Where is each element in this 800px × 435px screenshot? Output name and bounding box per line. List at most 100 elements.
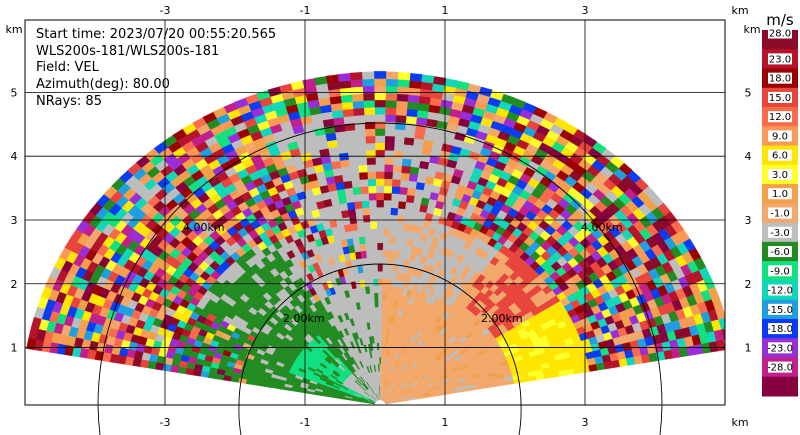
sweep-cell: [372, 271, 378, 279]
sweep-cell: [374, 135, 386, 144]
y-tick-label-right: 3: [745, 214, 752, 227]
sweep-cell: [384, 114, 397, 123]
sweep-cell: [384, 142, 395, 151]
colorbar-label: 1.0: [772, 189, 788, 200]
sweep-cell: [375, 171, 385, 179]
sweep-cell: [352, 100, 365, 109]
sweep-cell: [365, 242, 372, 251]
y-tick-label-left: 3: [11, 214, 18, 227]
sweep-cell: [383, 206, 392, 215]
sweep-cell: [376, 221, 384, 229]
field-label: Field: VEL: [36, 60, 100, 75]
sweep-cell: [302, 78, 316, 88]
sweep-cell: [234, 97, 249, 109]
sweep-cell: [378, 314, 382, 322]
sweep-cell: [353, 114, 365, 124]
sweep-cell: [406, 108, 418, 118]
sweep-cell: [383, 164, 394, 173]
sweep-cell: [385, 107, 397, 116]
sweep-cell: [374, 106, 386, 115]
sweep-cell: [395, 222, 404, 231]
colorbar-label: -1.0: [770, 209, 790, 220]
y-tick-label-left: 4: [11, 150, 18, 163]
colorbar-label: -15.0: [767, 305, 793, 316]
sweep-cell: [348, 158, 359, 167]
sweep-cell: [366, 257, 373, 266]
sweep-cell: [382, 221, 391, 230]
sweep-cell: [347, 208, 357, 218]
sweep-cell: [384, 128, 396, 137]
sweep-cell: [383, 178, 393, 187]
x-tick-label-bottom: -1: [300, 416, 311, 429]
colorbar-label: 12.0: [769, 112, 791, 123]
sweep-cell: [359, 243, 367, 252]
sweep-cell: [413, 131, 426, 140]
km-unit-label: km: [731, 4, 748, 17]
sweep-cell: [384, 307, 390, 315]
sweep-cell: [409, 73, 423, 82]
sweep-cell: [369, 214, 377, 222]
sweep-cell: [390, 193, 400, 202]
sweep-cell: [399, 244, 407, 253]
sweep-cell: [340, 94, 353, 103]
range-ring-lower: [97, 404, 101, 435]
sweep-cell: [367, 171, 377, 180]
sweep-cell: [336, 138, 348, 147]
sweep-cell: [382, 249, 389, 258]
x-tick-label-top: 1: [442, 4, 449, 17]
sweep-cell: [408, 173, 419, 182]
x-tick-label-top: 3: [582, 4, 589, 17]
sweep-cell: [354, 129, 366, 138]
sweep-cell: [421, 74, 435, 84]
sweep-cell: [381, 278, 388, 287]
sweep-cell: [375, 178, 385, 186]
sweep-cell: [223, 102, 238, 114]
sweep-cell: [432, 76, 447, 86]
sweep-cell: [376, 242, 384, 251]
sweep-cell: [363, 114, 376, 123]
colorbar: 28.0 23.0 18.0 15.0 12.0 9.0 6.0 3.0 1.0 -1.0 -3.0…: [762, 11, 798, 397]
sweep-cell: [391, 271, 398, 280]
sweep-cell: [192, 117, 207, 130]
sweep-cell: [370, 235, 378, 244]
sweep-cell: [344, 187, 354, 197]
sweep-cell: [405, 194, 415, 204]
sweep-cell: [352, 186, 362, 195]
sweep-cell: [405, 115, 418, 125]
sweep-cell: [414, 188, 424, 198]
sweep-cell: [392, 157, 403, 166]
sweep-cell: [370, 242, 378, 251]
sweep-cell: [390, 200, 399, 209]
sweep-cell: [363, 107, 375, 116]
sweep-cell: [412, 195, 423, 205]
sweep-cell: [374, 99, 386, 108]
sweep-cell: [407, 94, 420, 103]
sweep-cell: [364, 128, 376, 137]
sweep-cell: [355, 136, 367, 145]
sweep-cell: [333, 174, 344, 184]
y-tick-label-right: 2: [745, 278, 752, 291]
colorbar-label: -9.0: [770, 266, 790, 277]
sweep-cell: [406, 187, 416, 197]
sweep-cell: [127, 162, 142, 176]
sweep-cell: [374, 113, 386, 122]
sweep-cell: [393, 250, 400, 259]
sweep-cell: [361, 207, 370, 216]
sweep-cell: [341, 101, 354, 111]
sweep-cell: [397, 72, 411, 81]
sweep-cell: [359, 186, 369, 195]
sweep-cell: [372, 278, 379, 287]
sweep-cell: [363, 99, 375, 108]
sweep-cell: [355, 215, 364, 224]
colorbar-label: 28.0: [769, 29, 791, 40]
sweep-cell: [342, 115, 355, 125]
sweep-cell: [377, 256, 383, 265]
sweep-cell: [385, 71, 399, 80]
sweep-cell: [403, 136, 415, 146]
sweep-cell: [349, 72, 363, 81]
sweep-cell: [374, 142, 386, 151]
sweep-cell: [378, 335, 382, 343]
km-unit-label: km: [731, 416, 748, 429]
sweep-cell: [362, 214, 371, 223]
sweep-cell: [361, 78, 375, 87]
